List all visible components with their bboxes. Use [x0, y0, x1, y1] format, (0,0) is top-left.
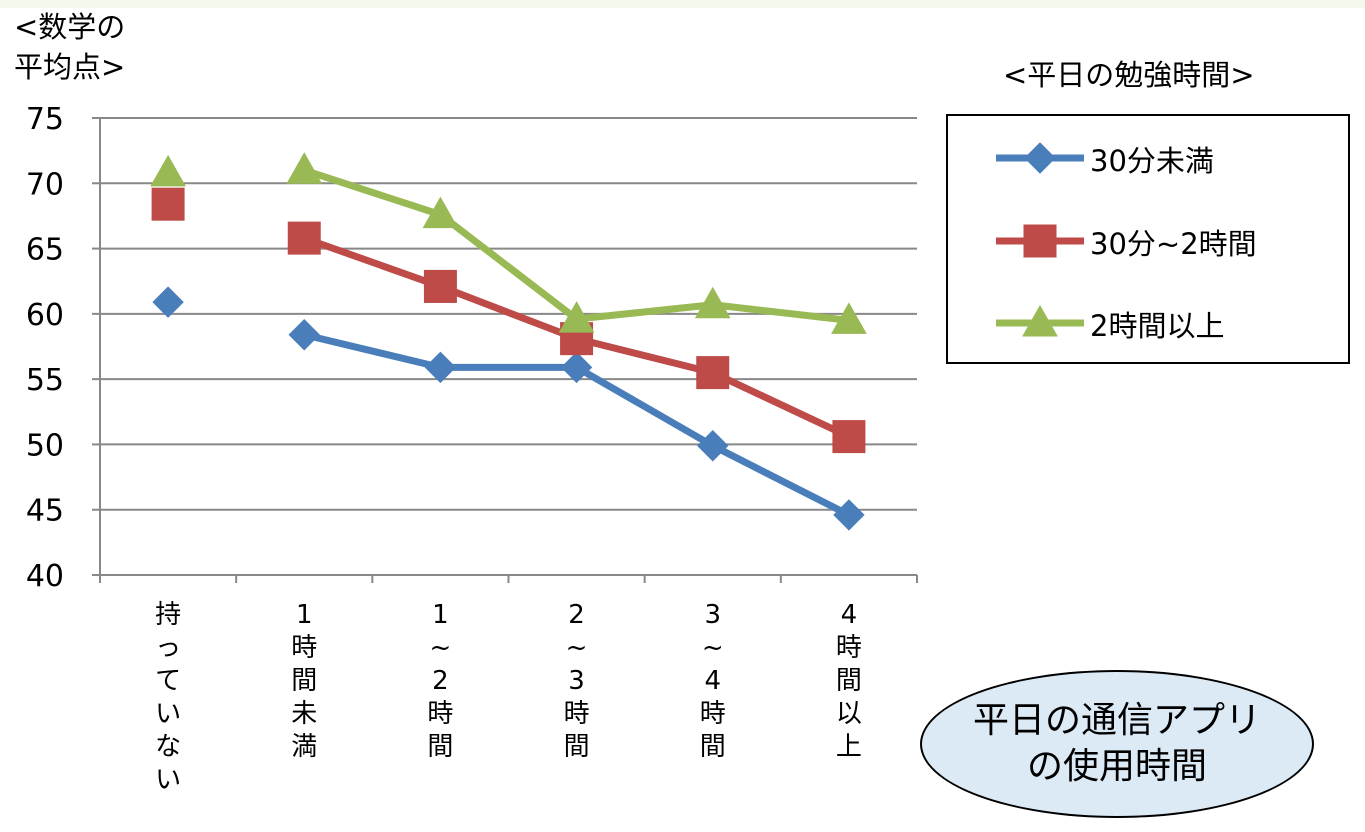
y-axis-title-line-1: <数学の — [14, 10, 126, 44]
data-point-s2-2 — [287, 221, 321, 255]
legend-label-30min-to-2h: 30分~2時間 — [1090, 227, 1257, 261]
y-tick-label: 60 — [26, 298, 64, 333]
data-point-s2-6 — [832, 420, 866, 454]
y-axis-title-line-2: 平均点> — [14, 50, 126, 84]
legend-markers — [996, 142, 1084, 337]
legend-marker-2 — [1023, 224, 1057, 258]
annotation-bubble: 平日の通信アプリ の使用時間 — [920, 670, 1314, 818]
data-point-s1-3 — [424, 351, 457, 384]
x-tick-label: 2 ~3 時間 — [564, 600, 590, 762]
y-tick-label: 55 — [26, 363, 64, 398]
data-point-s2-5 — [696, 356, 730, 390]
x-tick-label: 4 時間以上 — [836, 600, 862, 762]
y-tick-label: 50 — [26, 428, 64, 463]
x-tick-label: 持っていない — [155, 600, 181, 795]
series-line-3 — [303, 166, 850, 324]
data-point-s3-6 — [831, 302, 867, 334]
legend-label-under-30min: 30分未満 — [1090, 144, 1214, 178]
x-tick-label: 3 ~4 時間 — [700, 600, 726, 762]
legend-label-over-2h: 2時間以上 — [1090, 309, 1225, 343]
x-tick-label: 1 ~2 時間 — [427, 600, 453, 762]
data-point-s1-6 — [833, 499, 865, 531]
data-point-s1-1 — [152, 286, 184, 318]
data-point-s3-3 — [422, 196, 459, 229]
legend-marker-1 — [1024, 142, 1056, 174]
data-point-s1-4 — [560, 351, 593, 384]
x-tick-label: 1 時間未満 — [291, 600, 317, 762]
y-tick-label: 40 — [26, 559, 64, 594]
y-tick-label: 75 — [26, 102, 64, 137]
y-tick-label: 45 — [26, 494, 64, 529]
legend-title: <平日の勉強時間> — [1003, 58, 1255, 92]
data-point-s2-3 — [423, 269, 457, 303]
legend-marker-3 — [1022, 304, 1058, 337]
data-point-s3-2 — [286, 152, 323, 184]
top-band — [0, 0, 1365, 8]
data-point-s3-5 — [694, 286, 731, 319]
data-point-s2-1 — [151, 187, 185, 221]
y-tick-label: 70 — [26, 167, 64, 202]
annotation-line-1: 平日の通信アプリ — [972, 700, 1261, 741]
data-point-s3-4 — [558, 301, 595, 333]
data-point-s3-1 — [150, 154, 186, 187]
legend: 30分未満 30分~2時間 2時間以上 — [946, 114, 1350, 364]
annotation-line-2: の使用時間 — [1026, 746, 1207, 787]
data-point-s1-2 — [288, 319, 320, 351]
y-tick-label: 65 — [26, 233, 64, 268]
data-point-s1-5 — [697, 430, 729, 462]
